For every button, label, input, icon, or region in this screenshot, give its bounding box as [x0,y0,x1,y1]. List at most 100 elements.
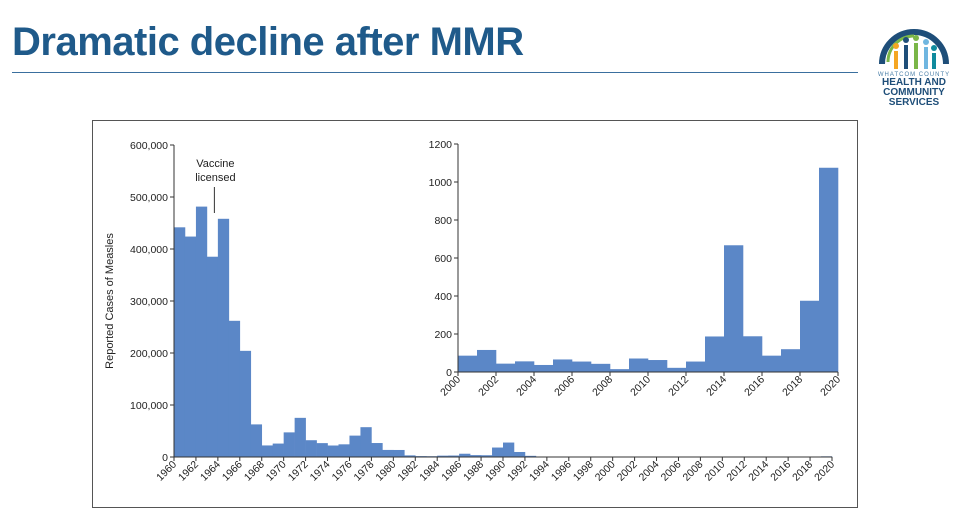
annotation-line-1: Vaccine [196,158,234,170]
x-tick-label: 2002 [615,459,640,484]
x-tick-label: 2006 [659,459,684,484]
health-department-logo [879,29,949,69]
annotation-line-2: licensed [195,172,235,184]
x-tick-label: 1966 [220,459,245,484]
bar-inset-2003 [515,361,535,372]
bar-inset-2005 [553,359,573,372]
x-tick-label: 1980 [373,459,398,484]
bar-inset-2000 [458,355,478,372]
bar-main-1984 [437,455,449,457]
x-tick-label: 2008 [681,459,706,484]
bar-main-1968 [261,445,273,457]
bar-inset-2019 [819,167,839,372]
bar-main-1986 [459,453,471,457]
x-tick-label: 1986 [439,459,464,484]
x-tick-label: 1982 [395,459,420,484]
bar-inset-2017 [781,349,801,372]
x-tick-label: 1968 [242,459,267,484]
bar-inset-2013 [705,336,725,372]
bar-inset-2007 [591,363,611,372]
x-tick-label: 1984 [417,459,442,484]
bar-inset-2004 [534,364,554,372]
bar-main-1988 [481,455,493,457]
x-tick-label: 1990 [483,459,508,484]
x-tick-label: 2016 [768,459,793,484]
bar-inset-2010 [648,360,668,372]
y-tick-label: 200 [434,329,452,341]
inset-background [448,143,838,375]
bar-main-1966 [239,350,252,457]
bar-main-1962 [195,206,208,457]
bar-main-1990 [503,442,515,457]
x-tick-label: 2000 [438,374,463,399]
x-tick-label: 2000 [593,459,618,484]
x-tick-label: 2014 [746,459,771,484]
bar-main-1970 [283,432,295,457]
bar-main-1991 [513,451,526,457]
y-tick-label: 1000 [429,177,453,189]
x-tick-label: 2014 [704,374,729,399]
bar-main-1992 [524,455,537,457]
x-tick-label: 1988 [461,459,486,484]
x-tick-label: 2004 [514,374,539,399]
bar-inset-2008 [610,369,630,372]
bar-main-1976 [349,435,361,457]
logo-county: WHATCOM COUNTY [877,72,951,78]
x-tick-label: 2002 [476,374,501,399]
y-tick-label: 1200 [429,139,453,151]
y-tick-label: 100,000 [130,400,168,412]
measles-chart: 0 100,000 200,000 300,000 400,000 500,000 600,… [104,139,843,484]
y-tick-label: 0 [446,367,452,379]
x-tick-label: 2018 [790,459,815,484]
bar-main-1969 [272,443,284,457]
bar-main-1973 [316,443,328,457]
bar-main-1980 [393,449,405,457]
y-tick-label: 400,000 [130,244,168,256]
logo-line-3: SERVICES [888,97,940,108]
x-tick-label: 1964 [198,459,223,484]
bar-inset-2009 [629,358,649,372]
bar-inset-2016 [762,355,782,372]
x-tick-label: 1994 [527,459,552,484]
x-tick-label: 2010 [628,374,653,399]
bar-main-1965 [228,320,241,457]
y-tick-label: 600 [434,253,452,265]
bar-inset-2012 [686,361,706,372]
x-tick-label: 2012 [724,459,749,484]
y-tick-label: 400 [434,291,452,303]
logo-text: WHATCOM COUNTY HEALTH AND COMMUNITY SERV… [866,72,962,108]
x-tick-label: 1962 [176,459,201,484]
x-tick-label: 1978 [352,459,377,484]
x-tick-label: 1976 [330,459,355,484]
chart-frame: 0 100,000 200,000 300,000 400,000 500,000 600,… [92,120,858,508]
bar-main-1971 [294,417,306,457]
title-underline [12,72,858,73]
bar-main-1963 [206,256,219,457]
bar-main-1987 [470,455,482,457]
x-tick-label: 2016 [742,374,767,399]
x-tick-label: 2006 [552,374,577,399]
y-tick-label: 200,000 [130,348,168,360]
bar-inset-2001 [477,349,497,372]
bar-main-1989 [492,447,504,457]
bar-main-1979 [382,449,394,457]
x-tick-label: 1992 [505,459,530,484]
bar-inset-2002 [496,363,516,372]
x-tick-label: 2008 [590,374,615,399]
x-tick-label: 2012 [666,374,691,399]
x-tick-label: 2020 [818,374,843,399]
bar-inset-2015 [743,336,763,372]
y-tick-label: 300,000 [130,296,168,308]
bar-inset-2006 [572,361,592,372]
x-tick-label: 1974 [308,459,333,484]
x-tick-label: 1996 [549,459,574,484]
bar-inset-2018 [800,300,820,372]
logo-line-2: COMMUNITY [883,87,945,98]
x-tick-label: 1972 [286,459,311,484]
x-tick-label: 2004 [637,459,662,484]
y-tick-label: 800 [434,215,452,227]
bar-main-1985 [448,455,460,457]
x-tick-label: 2020 [812,459,837,484]
bar-main-1960 [174,227,186,457]
bar-main-1972 [305,440,317,457]
